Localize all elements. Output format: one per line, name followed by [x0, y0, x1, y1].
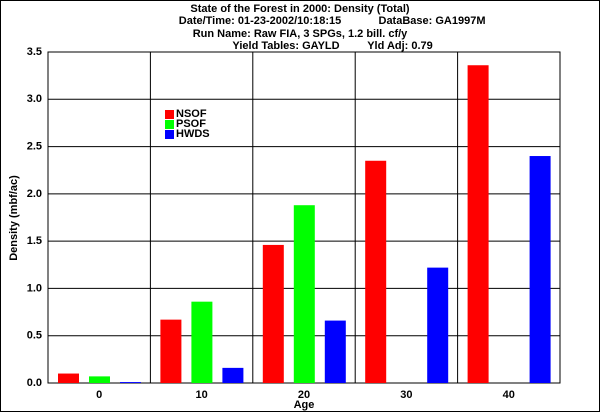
bar	[365, 160, 387, 383]
y-axis-label: Density (mbf/ac)	[8, 175, 20, 261]
bar	[222, 367, 244, 383]
y-tick-label: 1.0	[27, 282, 42, 294]
y-tick-label: 1.5	[27, 235, 42, 247]
y-tick-label: 3.0	[27, 93, 42, 105]
y-tick-label: 2.5	[27, 140, 42, 152]
legend-swatch	[165, 120, 174, 129]
x-tick-label: 30	[400, 389, 412, 401]
y-tick-label: 0.0	[27, 377, 42, 389]
y-tick-label: 2.0	[27, 188, 42, 200]
bar	[58, 373, 79, 383]
bar	[324, 320, 346, 383]
bar	[529, 156, 551, 383]
legend-swatch	[165, 110, 174, 119]
subtitle: Yld Adj: 0.79	[367, 40, 433, 52]
subtitle: Run Name: Raw FIA, 3 SPGs, 1.2 bill. cf/…	[193, 28, 408, 40]
bar	[160, 319, 182, 383]
x-tick-label: 10	[195, 389, 207, 401]
y-tick-label: 3.5	[27, 46, 42, 58]
x-axis-label: Age	[294, 399, 315, 411]
bar	[262, 244, 284, 383]
bar	[89, 376, 110, 383]
bar	[293, 205, 315, 383]
subtitle: Date/Time: 01-23-2002/10:18:15	[179, 15, 341, 27]
legend-swatch	[165, 130, 174, 139]
bar	[427, 267, 449, 383]
bar	[467, 65, 489, 384]
legend-label: PSOF	[176, 118, 206, 130]
x-tick-label: 0	[96, 389, 102, 401]
x-tick-label: 20	[298, 389, 310, 401]
subtitle: DataBase: GA1997M	[379, 15, 486, 27]
subtitle: Yield Tables: GAYLD	[232, 40, 339, 52]
legend-label: NSOF	[176, 108, 207, 120]
chart-title: State of the Forest in 2000: Density (To…	[190, 3, 410, 15]
legend-label: HWDS	[176, 128, 210, 140]
bar	[191, 301, 213, 383]
x-tick-label: 40	[503, 389, 515, 401]
y-tick-label: 0.5	[27, 330, 42, 342]
bar	[120, 382, 141, 383]
